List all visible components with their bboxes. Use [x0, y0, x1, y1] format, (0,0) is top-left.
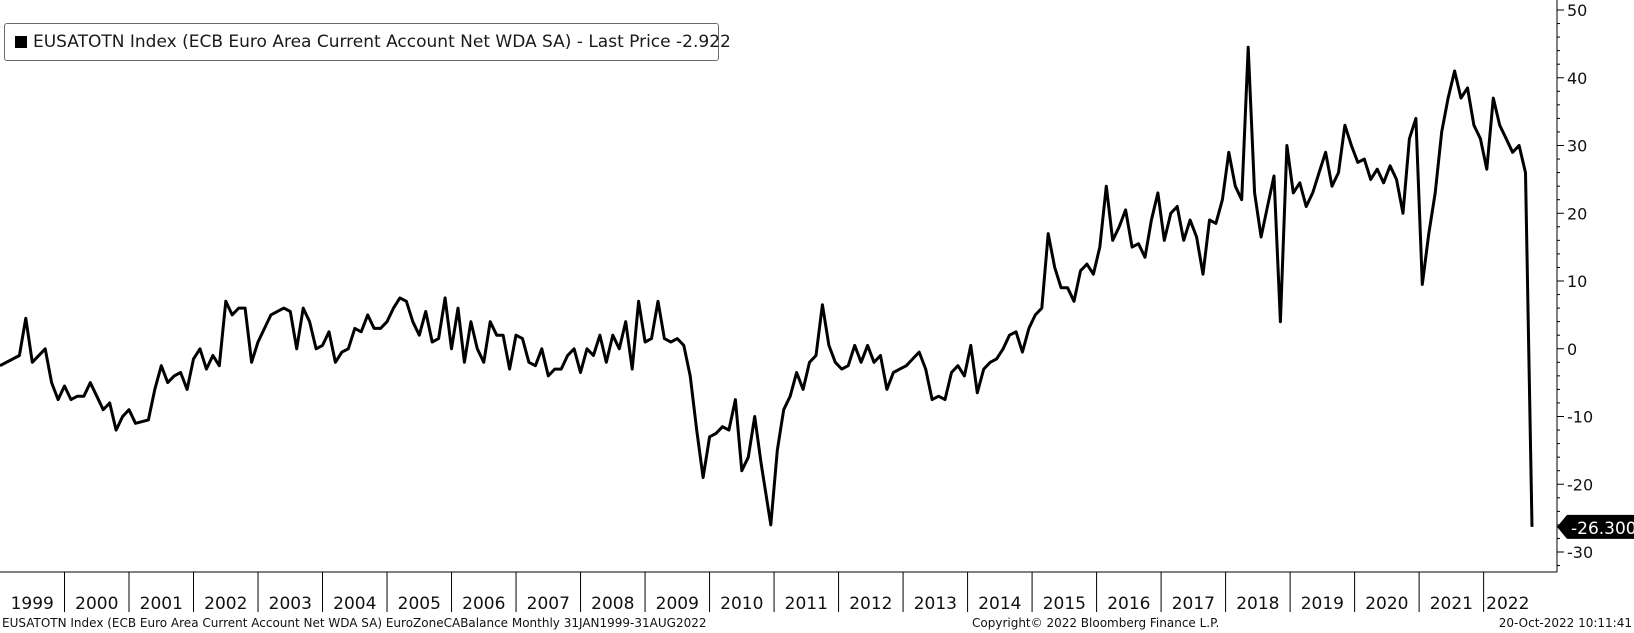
- footer-copyright: Copyright© 2022 Bloomberg Finance L.P.: [972, 616, 1220, 630]
- y-tick-label: -20: [1567, 475, 1593, 494]
- x-tick-label: 2003: [269, 594, 312, 614]
- x-tick-label: 2018: [1236, 594, 1279, 614]
- x-tick-label: 2001: [140, 594, 183, 614]
- series-line-eusatotn: [0, 45, 1534, 527]
- footer-source: EUSATOTN Index (ECB Euro Area Current Ac…: [2, 616, 707, 630]
- x-tick-label: 2016: [1107, 594, 1150, 614]
- x-tick-label: 2006: [462, 594, 505, 614]
- y-tick-label: 40: [1567, 69, 1587, 88]
- x-tick-label: 2022: [1486, 594, 1529, 614]
- x-tick-label: 2002: [204, 594, 247, 614]
- x-tick-label: 2010: [720, 594, 763, 614]
- x-tick-label: 2014: [978, 594, 1021, 614]
- x-tick-label: 2015: [1043, 594, 1086, 614]
- x-tick-label: 1999: [11, 594, 54, 614]
- x-tick-label: 2017: [1172, 594, 1215, 614]
- y-tick-label: 30: [1567, 137, 1587, 156]
- legend-text: EUSATOTN Index (ECB Euro Area Current Ac…: [33, 32, 731, 52]
- x-tick-label: 2021: [1430, 594, 1473, 614]
- x-tick-label: 2007: [527, 594, 570, 614]
- x-tick-label: 2000: [75, 594, 118, 614]
- last-value-tag: -26.300: [1557, 514, 1634, 539]
- y-tick-label: 50: [1567, 1, 1587, 20]
- y-tick-label: -10: [1567, 408, 1593, 427]
- legend-box: EUSATOTN Index (ECB Euro Area Current Ac…: [4, 23, 731, 61]
- x-tick-label: 2012: [849, 594, 892, 614]
- x-tick-label: 2005: [398, 594, 441, 614]
- y-tick-label: -30: [1567, 543, 1593, 562]
- y-tick-label: 10: [1567, 272, 1587, 291]
- x-tick-label: 2013: [914, 594, 957, 614]
- x-tick-label: 2011: [785, 594, 828, 614]
- last-value-label: -26.300: [1571, 519, 1634, 539]
- y-tick-label: 20: [1567, 204, 1587, 223]
- x-tick-label: 2019: [1301, 594, 1344, 614]
- x-tick-label: 2008: [591, 594, 634, 614]
- x-tick-label: 2020: [1365, 594, 1408, 614]
- x-tick-label: 2009: [656, 594, 699, 614]
- legend-swatch: [15, 36, 27, 48]
- x-tick-label: 2004: [333, 594, 376, 614]
- last-value-tag-box: [1557, 514, 1634, 539]
- footer-timestamp: 20-Oct-2022 10:11:41: [1498, 616, 1632, 630]
- y-tick-label: 0: [1567, 340, 1577, 359]
